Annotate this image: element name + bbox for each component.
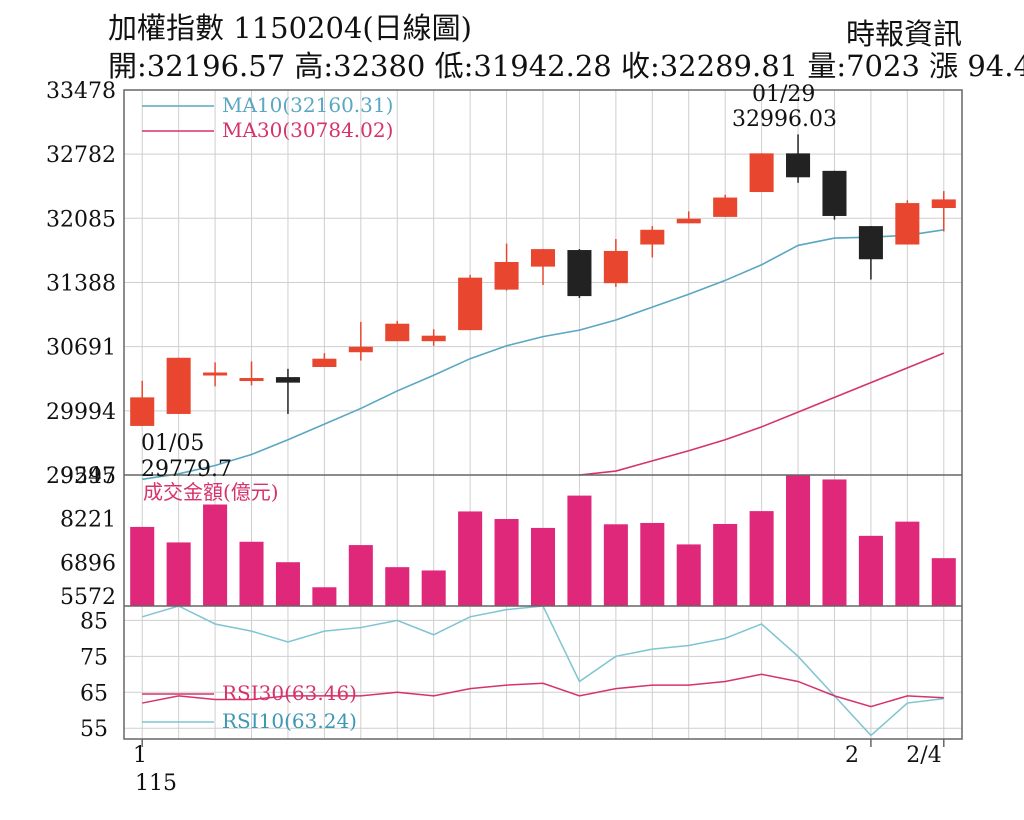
legend-rsi30: RSI30(63.46) — [222, 681, 357, 705]
moving-average-lines — [142, 228, 945, 481]
volume-bar — [931, 558, 956, 606]
candle-down — [786, 153, 811, 178]
candle-up — [713, 197, 738, 217]
high-value-annotation: 32996.03 — [732, 107, 837, 132]
candle-up — [931, 199, 956, 208]
volume-tick-label: 6896 — [60, 551, 116, 576]
volume-bar — [786, 475, 811, 606]
candle-up — [640, 229, 665, 245]
rsi-tick-label: 85 — [80, 609, 108, 634]
rsi-tick-label: 65 — [80, 681, 108, 706]
x-tick-first: 1 — [133, 743, 147, 768]
ma10-line — [142, 228, 944, 481]
chart-title: 加權指數 1150204(日線圖) — [108, 11, 473, 45]
volume-bar — [458, 511, 483, 606]
volume-bar — [166, 542, 191, 606]
candle-up — [458, 277, 483, 331]
candle-up — [895, 203, 920, 245]
data-source-label: 時報資訊 — [845, 17, 962, 51]
ma30-line — [579, 352, 945, 476]
x-tick-year: 115 — [135, 771, 177, 796]
candle-up — [603, 250, 628, 284]
volume-tick-label: 8221 — [60, 508, 116, 533]
candle-up — [385, 323, 410, 342]
volume-bar — [567, 495, 592, 606]
candle-up — [166, 357, 191, 414]
candle-up — [676, 218, 701, 224]
candle-up — [348, 346, 373, 353]
price-tick-label: 33478 — [46, 79, 116, 104]
candlestick-series — [130, 134, 956, 426]
price-tick-label: 31388 — [46, 271, 116, 296]
volume-bar — [822, 479, 847, 606]
legend-ma30: MA30(30784.02) — [222, 118, 393, 142]
ohlc-summary: 開:32196.57 高:32380 低:31942.28 收:32289.81… — [108, 49, 1024, 83]
price-tick-label: 32782 — [46, 143, 116, 168]
volume-bar — [858, 535, 883, 606]
outer-border — [123, 89, 963, 740]
price-tick-label: 29994 — [46, 400, 116, 425]
candle-up — [239, 378, 264, 382]
volume-tick-label: 5572 — [60, 585, 116, 610]
high-date-annotation: 01/29 — [752, 82, 815, 107]
volume-tick-label: 9545 — [60, 464, 116, 489]
candle-down — [567, 250, 592, 297]
volume-bar — [203, 504, 228, 606]
candle-up — [749, 153, 774, 193]
low-date-annotation: 01/05 — [141, 431, 204, 456]
candle-down — [275, 377, 300, 383]
candle-up — [130, 397, 155, 426]
volume-bar — [239, 541, 264, 606]
candle-up — [530, 249, 556, 267]
volume-bar — [130, 526, 155, 606]
price-tick-label: 30691 — [46, 336, 116, 361]
volume-bar — [713, 523, 738, 606]
volume-bar — [494, 519, 519, 606]
candle-up — [494, 262, 519, 290]
volume-bar — [640, 522, 665, 606]
low-value-annotation: 29779.7 — [141, 457, 232, 482]
candle-down — [822, 170, 847, 216]
volume-bar — [385, 567, 410, 606]
volume-bar — [312, 587, 337, 606]
rsi-tick-label: 75 — [80, 645, 108, 670]
candle-up — [203, 372, 228, 376]
volume-bar — [895, 521, 920, 606]
rsi30-line — [142, 673, 944, 708]
volume-bar — [676, 544, 701, 606]
legend-rsi10: RSI10(63.24) — [222, 709, 357, 733]
price-tick-label: 32085 — [46, 207, 116, 232]
candle-up — [421, 335, 446, 342]
price-tick-label: 29297 — [46, 464, 116, 489]
candle-down — [858, 226, 883, 260]
chart-frame — [123, 89, 963, 747]
volume-bar — [348, 545, 373, 606]
volume-bar — [749, 511, 774, 606]
volume-bars — [130, 475, 956, 606]
volume-panel-title: 成交金額(億元) — [143, 480, 279, 504]
volume-bar — [530, 527, 556, 606]
volume-bar — [275, 562, 300, 606]
x-tick-feb: 2 — [845, 743, 859, 768]
volume-bar — [603, 524, 628, 606]
legend-ma10: MA10(32160.31) — [222, 93, 393, 117]
candle-up — [312, 358, 337, 367]
x-tick-last: 2/4 — [906, 743, 941, 768]
volume-bar — [421, 570, 446, 606]
rsi-tick-label: 55 — [80, 717, 108, 742]
